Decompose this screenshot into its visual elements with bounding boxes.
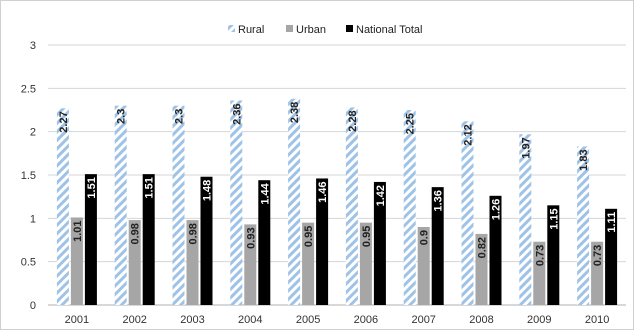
data-label: 0.82 — [477, 237, 489, 258]
data-label: 0.9 — [419, 230, 431, 245]
bar-rural — [577, 146, 590, 305]
y-tick-label: 3 — [30, 40, 36, 52]
bar-national-total — [373, 181, 386, 305]
y-tick-label: 0.5 — [21, 257, 36, 269]
legend-swatch — [228, 25, 235, 32]
data-label: 1.51 — [86, 177, 98, 198]
bar-rural — [172, 105, 185, 306]
legend-label: Rural — [238, 24, 264, 36]
bar-national-total — [200, 176, 213, 305]
bar-national-total — [431, 187, 444, 305]
legend-swatch — [346, 25, 353, 32]
bar-rural — [519, 134, 532, 305]
data-label: 1.83 — [578, 149, 590, 170]
data-label: 1.01 — [72, 220, 84, 241]
bar-national-total — [547, 205, 560, 305]
data-label: 0.73 — [592, 245, 604, 266]
bar-national-total — [316, 178, 329, 305]
x-tick-label: 2005 — [296, 314, 320, 326]
bar-rural — [403, 110, 416, 305]
data-label: 1.15 — [548, 208, 560, 229]
bar-urban — [359, 222, 372, 305]
x-tick-label: 2004 — [238, 314, 262, 326]
bar-national-total — [142, 174, 155, 305]
x-axis-tick-labels: 2001 2002 2003 2004 2005 2006 2007 2008 2009 2010 — [65, 314, 610, 326]
x-tick-label: 2009 — [527, 314, 551, 326]
data-label: 2.3 — [116, 109, 128, 124]
data-label: 1.11 — [606, 212, 618, 233]
data-label: 1.36 — [433, 190, 445, 211]
bar-rural — [56, 108, 69, 306]
y-tick-label: 0 — [30, 300, 36, 312]
data-label: 0.95 — [303, 226, 315, 247]
y-tick-label: 2.5 — [21, 83, 36, 95]
bar-urban — [128, 220, 141, 305]
data-label: 1.44 — [259, 182, 271, 204]
bar-national-total — [489, 195, 502, 305]
bar-urban — [302, 222, 315, 305]
x-tick-label: 2008 — [469, 314, 493, 326]
data-label: 2.28 — [347, 110, 359, 131]
bar-urban — [475, 233, 488, 305]
y-tick-label: 1.5 — [21, 170, 36, 182]
y-tick-label: 2 — [30, 127, 36, 139]
x-tick-label: 2002 — [122, 314, 146, 326]
data-label: 0.98 — [130, 223, 142, 244]
x-tick-label: 2003 — [180, 314, 204, 326]
legend-label: Urban — [296, 24, 326, 36]
bar-rural — [230, 100, 243, 305]
bar-rural — [114, 105, 127, 306]
bar-urban — [591, 241, 604, 305]
data-labels: 2.27 1.01 1.51 2.3 0.98 1.51 2.3 0.98 1.48 2.36 0.… — [58, 102, 618, 266]
bar-urban — [244, 224, 257, 305]
x-tick-label: 2007 — [411, 314, 435, 326]
bar-rural — [461, 121, 474, 306]
bar-rural — [288, 98, 301, 305]
data-label: 0.93 — [245, 227, 257, 248]
y-tick-label: 1 — [30, 213, 36, 225]
bar-urban — [186, 220, 199, 305]
legend: Rural Urban National Total — [228, 24, 422, 36]
data-label: 1.46 — [317, 181, 329, 202]
bar-national-total — [605, 208, 618, 305]
data-label: 2.27 — [58, 111, 70, 132]
data-label: 2.36 — [231, 103, 243, 124]
bar-national-total — [258, 180, 271, 305]
x-tick-label: 2010 — [585, 314, 609, 326]
data-label: 1.26 — [491, 199, 503, 220]
data-label: 1.51 — [144, 177, 156, 198]
data-label: 0.98 — [188, 223, 200, 244]
x-tick-label: 2001 — [65, 314, 89, 326]
data-label: 0.95 — [361, 226, 373, 247]
bar-urban — [70, 217, 83, 305]
data-label: 1.42 — [375, 185, 387, 206]
data-label: 2.25 — [405, 113, 417, 134]
data-label: 2.3 — [174, 109, 186, 124]
bar-rural — [345, 107, 358, 306]
bar-national-total — [84, 174, 97, 305]
data-label: 2.12 — [463, 124, 475, 145]
bars — [56, 98, 618, 306]
bar-urban — [417, 227, 430, 305]
data-label: 2.38 — [289, 102, 301, 123]
legend-swatch — [286, 25, 293, 32]
legend-label: National Total — [356, 24, 422, 36]
bar-urban — [533, 241, 546, 305]
y-axis-tick-labels: 0 0.5 1 1.5 2 2.5 3 — [21, 40, 36, 312]
x-tick-label: 2006 — [354, 314, 378, 326]
data-label: 1.48 — [202, 180, 214, 201]
data-label: 0.73 — [534, 245, 546, 266]
data-label: 1.97 — [520, 137, 532, 158]
